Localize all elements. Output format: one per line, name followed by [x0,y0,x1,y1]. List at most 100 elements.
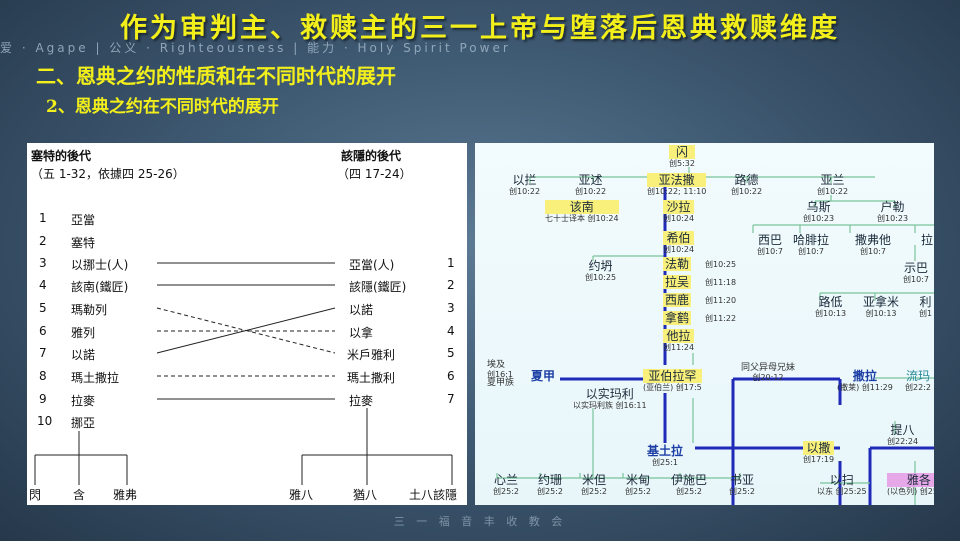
node-joktan: 约坍 创10:25 [585,259,617,282]
seth-line-num: 1 [39,211,47,225]
section-heading: 二、恩典之约的性质和在不同时代的展开 [36,64,396,88]
seth-header: 塞特的後代 [31,149,92,163]
node-uz: 乌斯 创10:23 [803,200,835,223]
seth-line-num: 2 [39,234,47,248]
seth-line-name: 該南(鐵匠) [71,280,129,294]
ref-reu: 创11:18 [705,278,737,287]
node-partial: 拉 [921,233,934,247]
node-asshur: 亚述 创10:22 [575,173,607,196]
slide-title: 作为审判主、救赎主的三一上帝与堕落后恩典救赎维度 [120,13,840,44]
cain-header: 該隱的後代 [341,149,402,163]
cain-line-num: 1 [447,256,455,270]
node-isaac: 以撒 创17:19 [803,441,835,464]
half-sibling-note: 同父异母兄妹 创20:12 [741,363,796,383]
node-hul: 户勒 创10:23 [877,200,909,223]
node-arphaxad: 亚法撒 创10:22; 11:10 [647,173,707,196]
node-serug: 西鹿 [663,293,692,307]
seth-line-num: 6 [39,324,47,338]
cain-line-name: 拉麥 [349,394,374,408]
attribute-banner: 爱 · Agape | 公义 · Righteousness | 能力 · Ho… [0,41,511,55]
node-sabtah: 撒弗他 创10:7 [855,233,892,256]
node-ishmael: 以实玛利 以实玛利族 创16:11 [573,387,647,410]
node-lud: 路德 创10:22 [731,173,763,196]
seth-line-num: 9 [39,392,47,406]
cain-line-num: 5 [447,346,455,360]
node-keturah: 基土拉 创25:1 [647,444,684,467]
node-shelah: 沙拉 创10:24 [663,200,695,223]
node-shem: 闪创5:32 [669,145,695,168]
cain-line-num: 2 [447,278,455,292]
son-ham: 含 [73,488,86,502]
node-ishbak: 伊施巴 创25:2 [671,473,708,496]
seth-line-name: 雅列 [71,326,96,340]
seth-line-num: 4 [39,278,47,292]
cain-line-num: 6 [447,369,455,383]
node-jacob: 雅各(以色列) 创25:26 [887,473,934,496]
seth-line-num: 5 [39,301,47,315]
node-ludim: 路低 创10:13 [815,295,847,318]
node-shuah: 书亚 创25:2 [729,473,755,496]
node-reumah: 流玛 创22:2 [905,369,931,392]
node-hagar: 夏甲 [531,369,556,383]
son-tubal-cain: 土八該隱 [409,488,458,502]
node-reu: 拉吴 [663,275,692,289]
son-shem: 閃 [29,488,42,502]
cain-line-name: 米戶雅利 [347,348,396,362]
seth-line-num: 7 [39,346,47,360]
node-cainan: 该南 七十士译本 创10:24 [545,200,619,223]
shem-genealogy-tree: 闪创5:32 以拦 创10:22 亚述 创10:22 亚法撒 创10:22; 11:1… [475,143,934,505]
node-zimran: 心兰 创25:2 [493,473,519,496]
ref-nahor: 创11:22 [705,314,737,323]
ref-peleg: 创10:25 [705,260,737,269]
seth-line-name: 拉麥 [71,394,96,408]
son-jubal: 猶八 [353,488,378,502]
connector-lines [34,262,453,485]
node-abraham: 亚伯拉罕 (亚伯兰) 创17:5 [643,369,702,392]
node-tebah: 提八 创22:24 [887,423,919,446]
seth-line-name: 以諾 [71,348,96,362]
seth-line-name: 以挪士(人) [71,258,129,272]
cain-line-name: 以諾 [349,303,374,317]
seth-line-name: 亞當 [71,213,96,227]
node-aram: 亚兰 创10:22 [817,173,849,196]
node-midian: 米甸 创25:2 [625,473,651,496]
node-sheba: 西巴 创10:7 [757,233,783,256]
node-medan: 米但 创25:2 [581,473,607,496]
seth-reference: （五 1-32，依據四 25-26） [31,167,185,181]
seth-line-name: 塞特 [71,236,96,250]
node-sarah: 撒拉 (撒莱) 创11:29 [837,369,893,392]
cain-line-name: 瑪土撒利 [347,371,396,385]
seth-line-name: 瑪勒列 [71,303,108,317]
son-japheth: 雅弗 [113,488,138,502]
node-lehabim: 利创1 [919,295,933,318]
subsection-heading: 2、恩典之约在不同时代的展开 [46,97,279,117]
cain-line-num: 3 [447,301,455,315]
node-nahor: 拿鹤 [663,311,692,325]
cain-line-name: 亞當(人) [349,258,395,272]
node-anamim: 亚拿米 创10:13 [863,295,900,318]
node-havilah: 哈腓拉 创10:7 [793,233,830,256]
church-footer: 三 一 福 音 丰 收 教 会 [393,515,567,528]
son-jabal: 雅八 [289,488,314,502]
node-jokshan: 约珊 创25:2 [537,473,563,496]
cain-line-num: 7 [447,392,455,406]
node-esau: 以扫 以东 创25:25 [817,473,867,496]
node-peleg: 法勒 [663,257,692,271]
node-eber: 希伯 创10:24 [663,231,695,254]
ref-serug: 创11:20 [705,296,737,305]
seth-line-num: 10 [37,414,53,428]
genealogy-comparison-chart: 塞特的後代 （五 1-32，依據四 25-26） 該隱的後代 （四 17-24）… [27,143,467,505]
cain-line-num: 4 [447,324,455,338]
cain-reference: （四 17-24） [337,167,412,181]
seth-line-num: 8 [39,369,47,383]
seth-line-num: 3 [39,256,47,270]
seth-line-name: 瑪土撒拉 [71,371,120,385]
cain-line-name: 以拿 [349,326,374,340]
node-egypt: 埃及 创16:1 夏甲族 [487,360,515,388]
seth-line-name: 挪亞 [71,416,96,430]
node-terah: 他拉 创11:24 [663,329,695,352]
link-mahalalel-mehujael [156,307,336,354]
node-elam: 以拦 创10:22 [509,173,541,196]
tree-lines [496,167,934,505]
node-sheba-2: 示巴 创10:7 [903,261,929,284]
